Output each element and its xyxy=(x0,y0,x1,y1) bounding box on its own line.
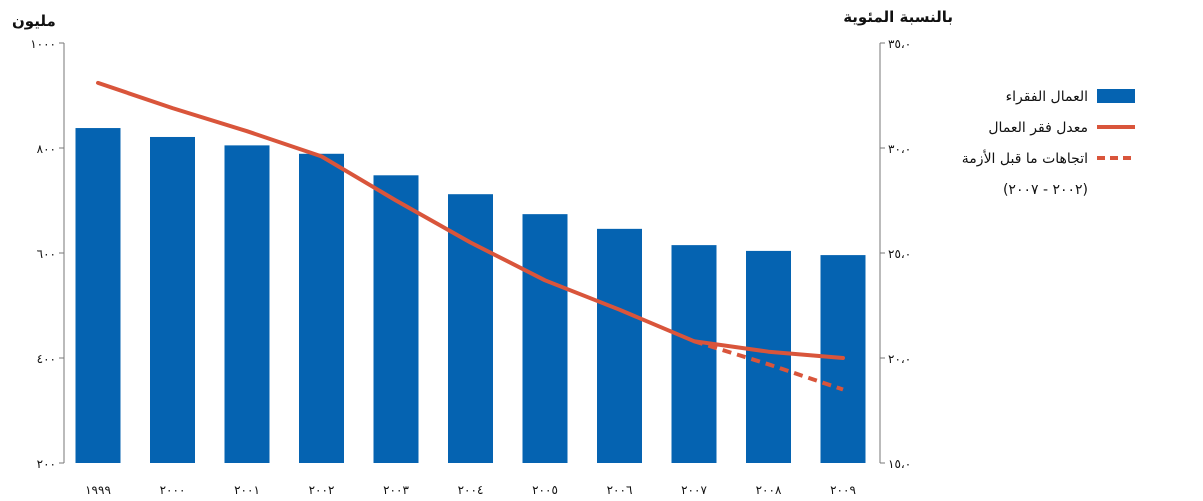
x-axis-tick-label: ٢٠٠٠ xyxy=(160,483,186,497)
right-axis-tick-label: ٢٥،٠ xyxy=(888,247,911,261)
left-axis-tick-label: ٨٠٠ xyxy=(37,142,56,156)
legend-label-poverty-rate: معدل فقر العمال xyxy=(988,120,1088,136)
left-axis-tick-label: ١٠٠٠ xyxy=(30,37,56,51)
line-pre-crisis-trend xyxy=(693,339,844,392)
x-axis-tick-label: ٢٠٠٣ xyxy=(383,483,409,497)
legend-label-pre-crisis-trend: اتجاهات ما قبل الأزمة xyxy=(962,149,1088,167)
left-axis-tick-label: ٤٠٠ xyxy=(37,352,56,366)
legend-item-poverty-rate: معدل فقر العمال xyxy=(988,120,1135,136)
right-axis-tick-label: ٣٠،٠ xyxy=(888,142,911,156)
x-axis-tick-label: ٢٠٠٢ xyxy=(309,483,335,497)
bar-working-poor xyxy=(224,145,270,463)
line-series xyxy=(96,80,845,392)
x-axis-tick-label: ٢٠٠٩ xyxy=(830,483,856,497)
left-axis-tick-label: ٢٠٠ xyxy=(37,457,56,471)
x-axis-tick-label: ٢٠٠١ xyxy=(234,483,260,497)
line-poverty-rate xyxy=(96,80,845,360)
right-axis-tick-label: ٢٠،٠ xyxy=(888,352,911,366)
right-axis-ticks: ١٥،٠ ٢٠،٠ ٢٥،٠ ٣٠،٠ ٣٥،٠ xyxy=(880,37,911,471)
x-axis-tick-label: ٢٠٠٦ xyxy=(607,483,633,497)
left-axis-ticks: ٢٠٠ ٤٠٠ ٦٠٠ ٨٠٠ ١٠٠٠ xyxy=(30,37,64,471)
legend-label-working-poor: العمال الفقراء xyxy=(1006,89,1088,105)
left-axis-title: مليون xyxy=(12,12,56,30)
x-axis-tick-label: ٢٠٠٨ xyxy=(756,483,782,497)
legend-item-pre-crisis-trend: اتجاهات ما قبل الأزمة (٢٠٠٢ - ٢٠٠٧) xyxy=(962,149,1135,198)
legend: العمال الفقراء معدل فقر العمال اتجاهات م… xyxy=(962,89,1135,198)
bar-working-poor xyxy=(597,228,642,463)
plot-area: ٢٠٠ ٤٠٠ ٦٠٠ ٨٠٠ ١٠٠٠ ١٥،٠ ٢٠،٠ ٢٥،٠ ٣٠،٠ ٣٥،٠ ١٩… xyxy=(30,37,911,497)
x-axis-tick-label: ٢٠٠٧ xyxy=(681,483,707,497)
bar-series xyxy=(75,128,866,464)
left-axis-tick-label: ٦٠٠ xyxy=(37,247,56,261)
bar-working-poor xyxy=(299,153,344,463)
legend-label-pre-crisis-range: (٢٠٠٢ - ٢٠٠٧) xyxy=(1003,182,1088,198)
right-axis-tick-label: ١٥،٠ xyxy=(888,457,911,471)
x-axis-tick-label: ٢٠٠٥ xyxy=(532,483,558,497)
bar-working-poor xyxy=(150,136,195,463)
bar-working-poor xyxy=(75,128,121,464)
bar-working-poor xyxy=(671,245,717,463)
x-axis-tick-label: ٢٠٠٤ xyxy=(458,483,484,497)
bar-working-poor xyxy=(448,194,493,463)
bar-working-poor xyxy=(373,175,419,464)
x-axis-tick-label: ١٩٩٩ xyxy=(85,483,111,497)
x-axis-labels: ١٩٩٩ ٢٠٠٠ ٢٠٠١ ٢٠٠٢ ٢٠٠٣ ٢٠٠٤ ٢٠٠٥ ٢٠٠٦ ٢٠٠٧ ٢٠٠٨… xyxy=(85,483,856,497)
right-axis-tick-label: ٣٥،٠ xyxy=(888,37,911,51)
right-axis-title: بالنسبة المئوية xyxy=(843,8,953,26)
bar-working-poor xyxy=(746,250,791,463)
legend-item-working-poor: العمال الفقراء xyxy=(1006,89,1135,105)
legend-swatch-bar xyxy=(1097,89,1135,103)
bar-working-poor xyxy=(522,214,568,463)
